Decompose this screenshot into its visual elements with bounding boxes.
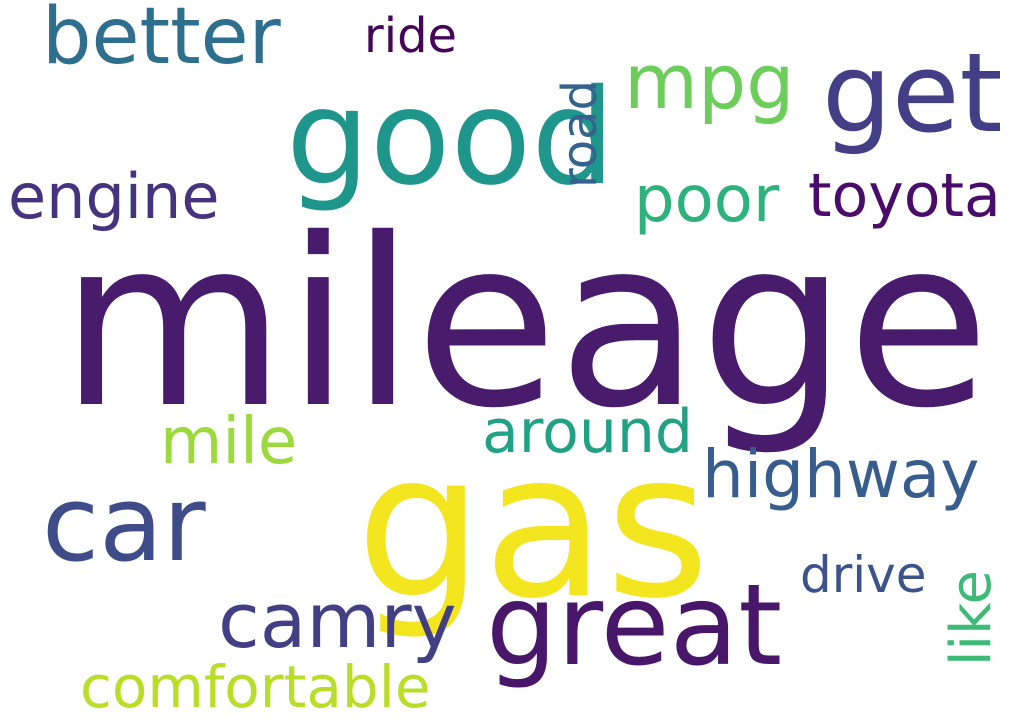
word-good: good bbox=[286, 61, 616, 215]
word-better: better bbox=[42, 0, 281, 82]
word-poor: poor bbox=[634, 163, 780, 237]
word-great: great bbox=[486, 561, 783, 691]
word-car: car bbox=[42, 463, 206, 585]
word-mpg: mpg bbox=[624, 37, 795, 126]
word-mile: mile bbox=[160, 405, 298, 479]
word-camry: camry bbox=[218, 576, 457, 665]
word-like: like bbox=[939, 569, 1005, 667]
word-mileage: mileage bbox=[60, 189, 990, 459]
word-road: road bbox=[551, 80, 608, 188]
word-engine: engine bbox=[8, 160, 220, 233]
word-get: get bbox=[822, 29, 1003, 157]
word-ride: ride bbox=[364, 8, 458, 64]
word-gas: gas bbox=[356, 410, 710, 643]
word-drive: drive bbox=[800, 546, 927, 604]
word-comfortable: comfortable bbox=[80, 653, 431, 720]
word-highway: highway bbox=[702, 436, 980, 513]
word-toyota: toyota bbox=[808, 161, 1001, 231]
word-around: around bbox=[482, 397, 693, 467]
